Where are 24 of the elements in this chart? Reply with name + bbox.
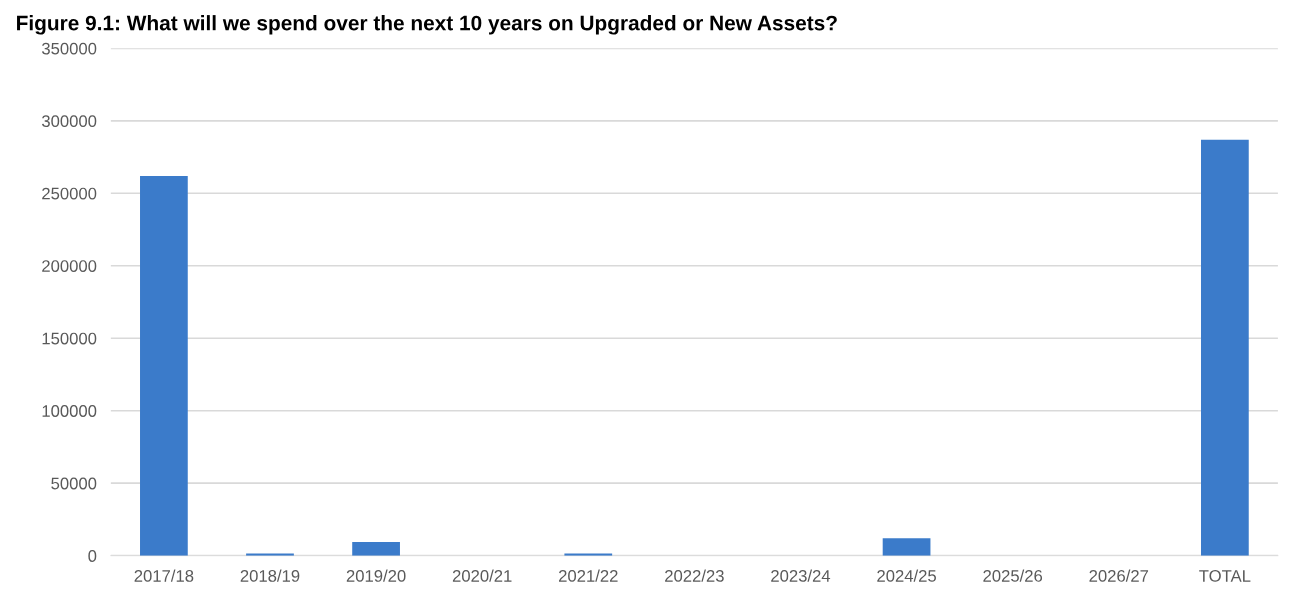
bar bbox=[1201, 139, 1249, 556]
y-tick-label: 150000 bbox=[42, 332, 97, 345]
x-tick-label: 2020/21 bbox=[452, 569, 512, 582]
x-tick-label: 2025/26 bbox=[983, 569, 1043, 582]
x-tick-label: 2017/18 bbox=[134, 569, 194, 582]
x-tick-label: 2022/23 bbox=[665, 569, 724, 582]
bar bbox=[882, 538, 931, 556]
y-tick-label: 200000 bbox=[42, 260, 97, 272]
x-tick-label: 2019/20 bbox=[346, 569, 406, 582]
x-tick-label: 2018/19 bbox=[240, 569, 300, 582]
x-tick-label: TOTAL bbox=[1199, 570, 1251, 582]
y-tick-label: 250000 bbox=[42, 187, 97, 200]
x-tick-label: 2026/27 bbox=[1089, 569, 1149, 582]
y-tick-label: 300000 bbox=[41, 115, 97, 127]
y-tick-label: 0 bbox=[88, 550, 97, 562]
bar bbox=[140, 175, 188, 556]
x-tick-label: 2023/24 bbox=[771, 569, 831, 582]
bar bbox=[352, 541, 400, 556]
y-tick-label: 50000 bbox=[51, 477, 97, 490]
y-tick-label: 350000 bbox=[41, 42, 97, 55]
x-tick-label: 2024/25 bbox=[877, 569, 936, 582]
x-tick-label: 2021/22 bbox=[559, 569, 618, 582]
y-tick-label: 100000 bbox=[42, 405, 97, 417]
chart-title: Figure 9.1: What will we spend over the next 10 years on Upgraded or New Assets? bbox=[17, 15, 837, 35]
